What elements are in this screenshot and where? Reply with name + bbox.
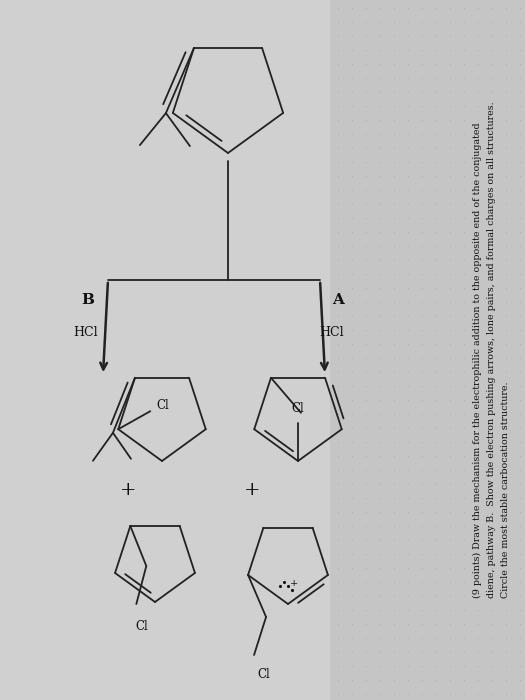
- Text: (9 points) Draw the mechanism for the electrophilic addition to the opposite end: (9 points) Draw the mechanism for the el…: [473, 102, 510, 598]
- Text: B: B: [81, 293, 94, 307]
- Text: Cl: Cl: [135, 620, 148, 633]
- Text: Cl: Cl: [156, 399, 169, 412]
- Text: +: +: [290, 580, 298, 589]
- Text: HCl: HCl: [74, 326, 98, 339]
- Text: Cl: Cl: [291, 402, 304, 416]
- Text: Cl: Cl: [258, 668, 270, 682]
- Text: HCl: HCl: [320, 326, 344, 339]
- Text: +: +: [120, 481, 136, 499]
- FancyBboxPatch shape: [330, 0, 525, 700]
- Text: A: A: [332, 293, 344, 307]
- Text: +: +: [244, 481, 260, 499]
